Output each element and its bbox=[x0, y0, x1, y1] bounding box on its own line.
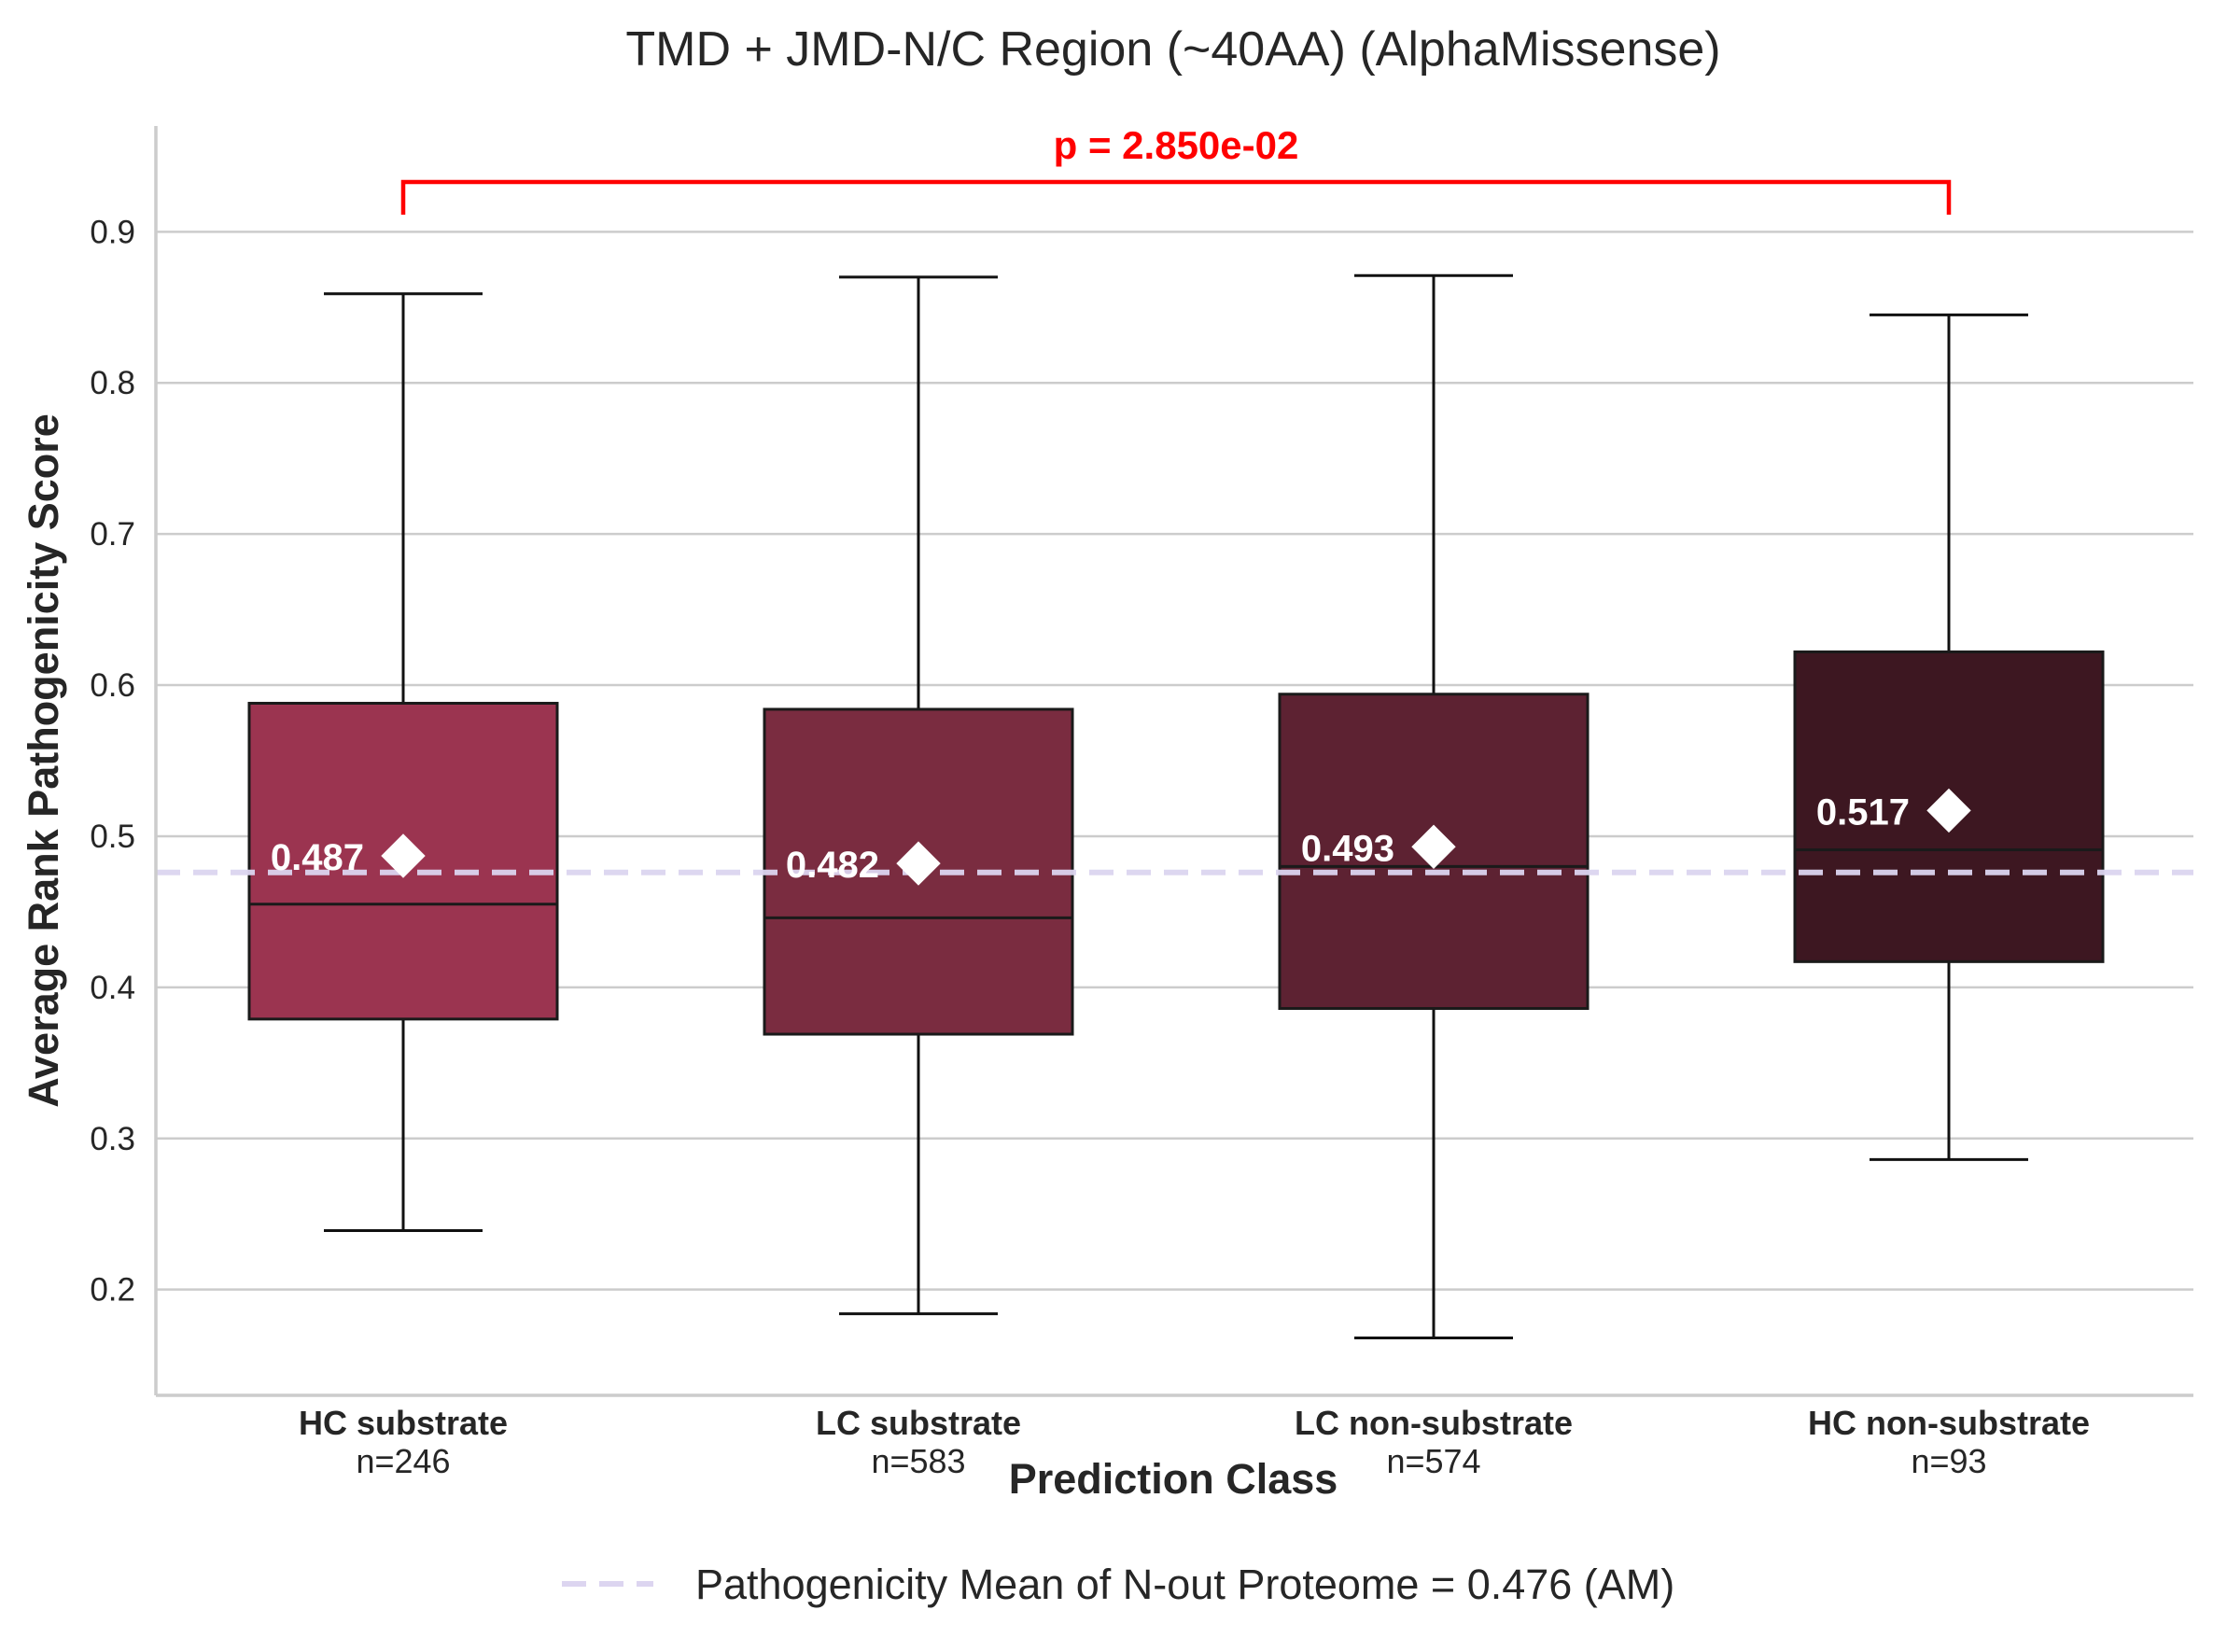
y-axis-label: Average Rank Pathogenicity Score bbox=[20, 413, 67, 1108]
x-category-label: LC substrate bbox=[816, 1404, 1021, 1442]
x-axis-label: Prediction Class bbox=[1009, 1455, 1338, 1503]
box-group bbox=[1793, 313, 2105, 1161]
legend: Pathogenicity Mean of N-out Proteome = 0… bbox=[562, 1561, 1674, 1608]
mean-value-label: 0.493 bbox=[1301, 828, 1394, 869]
x-category-count: n=246 bbox=[356, 1442, 450, 1480]
x-category-label: HC substrate bbox=[299, 1404, 508, 1442]
mean-marker bbox=[381, 833, 426, 878]
box-group bbox=[247, 292, 559, 1233]
y-tick-label: 0.9 bbox=[90, 214, 135, 250]
y-tick-label: 0.8 bbox=[90, 365, 135, 401]
box-group bbox=[1278, 273, 1590, 1339]
mean-marker bbox=[896, 841, 941, 886]
mean-marker bbox=[1411, 824, 1456, 869]
y-tick-label: 0.7 bbox=[90, 516, 135, 553]
mean-value-label: 0.482 bbox=[786, 845, 879, 886]
x-category-label: HC non-substrate bbox=[1808, 1404, 2090, 1442]
y-tick-label: 0.6 bbox=[90, 667, 135, 704]
x-category-count: n=583 bbox=[871, 1442, 965, 1480]
y-tick-label: 0.3 bbox=[90, 1121, 135, 1157]
significance-bracket bbox=[400, 179, 1952, 215]
y-tick-label: 0.4 bbox=[90, 970, 135, 1006]
mean-value-label: 0.487 bbox=[271, 837, 364, 878]
mean-marker bbox=[1926, 788, 1971, 833]
p-value-label: p = 2.850e-02 bbox=[1054, 123, 1299, 167]
box-group bbox=[763, 275, 1074, 1316]
x-category-label: LC non-substrate bbox=[1295, 1404, 1573, 1442]
y-tick-label: 0.2 bbox=[90, 1272, 135, 1309]
chart-title: TMD + JMD-N/C Region (~40AA) (AlphaMisse… bbox=[625, 22, 1720, 77]
axes-layer: 0.2 0.3 0.4 0.5 0.6 0.7 0.8 0.9 bbox=[90, 126, 2193, 1397]
mean-value-label: 0.517 bbox=[1816, 791, 1910, 833]
x-category-count: n=93 bbox=[1911, 1442, 1986, 1480]
legend-label: Pathogenicity Mean of N-out Proteome = 0… bbox=[695, 1561, 1674, 1608]
y-tick-label: 0.5 bbox=[90, 819, 135, 855]
x-category-count: n=574 bbox=[1386, 1442, 1480, 1480]
